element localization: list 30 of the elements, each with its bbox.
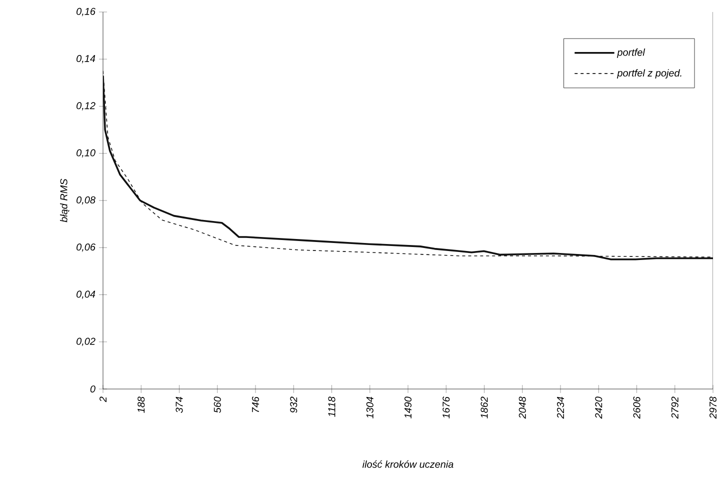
- x-tick-label: 1118: [328, 396, 336, 417]
- y-tick-label: 0,14: [76, 55, 96, 64]
- x-tick-label: 2606: [633, 396, 640, 419]
- x-tick-label: 1490: [404, 396, 412, 418]
- x-tick-label: 746: [252, 396, 260, 412]
- x-tick-label: 2048: [518, 396, 526, 419]
- y-tick-label: 0,12: [76, 102, 96, 110]
- x-tick-label: 2792: [671, 396, 678, 419]
- y-axis-title: błąd RMS: [60, 178, 70, 222]
- y-tick-label: 0,16: [76, 8, 96, 16]
- x-axis-title: ilość kroków uczenia: [362, 460, 454, 468]
- x-tick-label: 2420: [595, 396, 602, 419]
- legend-label: portfel: [616, 48, 646, 58]
- y-tick-label: 0,04: [76, 290, 96, 299]
- y-tick-label: 0: [90, 385, 96, 393]
- x-tick-label: 560: [214, 396, 221, 413]
- x-tick-label: 932: [290, 396, 298, 413]
- x-tick-label: 1862: [480, 396, 488, 418]
- x-tick-label: 1676: [442, 396, 450, 418]
- y-tick-label: 0,10: [76, 149, 96, 158]
- x-tick-label: 1304: [366, 396, 374, 418]
- y-tick-label: 0,08: [76, 196, 96, 205]
- y-tick-label: 0,06: [76, 244, 96, 252]
- y-tick-label: 0,02: [76, 338, 96, 346]
- x-tick-label: 2978: [709, 396, 717, 419]
- x-tick-label: 2234: [556, 396, 564, 419]
- x-tick-label: 188: [138, 396, 145, 413]
- x-tick-label: 374: [176, 396, 183, 413]
- legend-label: portfel z pojed.: [616, 69, 682, 78]
- x-tick-label: 2: [100, 396, 106, 402]
